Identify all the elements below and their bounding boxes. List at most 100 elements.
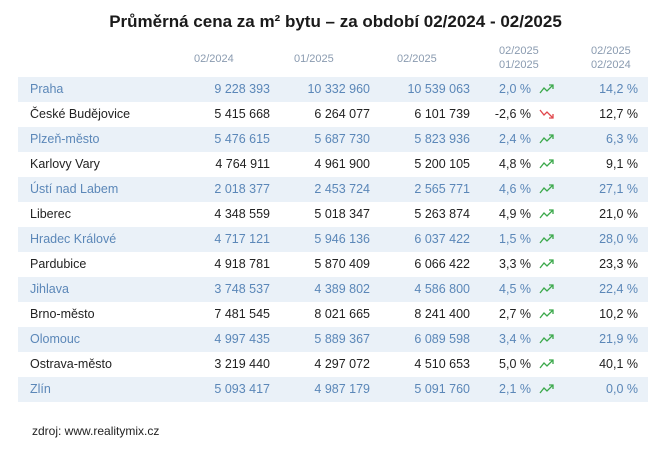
header-01-2025: 01/2025 [294,53,334,65]
table-row: České Budějovice 5 415 668 6 264 077 6 101 … [18,102,648,127]
city-name: Karlovy Vary [30,157,100,171]
price-02-2025: 6 037 422 [414,232,470,246]
header-02-2024: 02/2024 [194,53,234,65]
table-row: Liberec 4 348 559 5 018 347 5 263 874 4,9 % 2… [18,202,648,227]
yearly-change: 23,3 % [599,257,638,271]
trend-up-icon [539,209,554,219]
table-row: Praha 9 228 393 10 332 960 10 539 063 2,0 % 1… [18,77,648,102]
table-row: Karlovy Vary 4 764 911 4 961 900 5 200 105 4… [18,152,648,177]
price-01-2025: 2 453 724 [314,182,370,196]
trend-up-icon [539,359,554,369]
price-02-2025: 8 241 400 [414,307,470,321]
table-row: Zlín 5 093 417 4 987 179 5 091 760 2,1 % 0,0 … [18,377,648,402]
city-name: Brno-město [30,307,95,321]
monthly-change: 5,0 % [499,357,531,371]
city-name: Jihlava [30,282,69,296]
price-01-2025: 8 021 665 [314,307,370,321]
price-01-2025: 5 946 136 [314,232,370,246]
price-02-2024: 2 018 377 [214,182,270,196]
trend-up-icon [539,309,554,319]
trend-up-icon [539,234,554,244]
page-title: Průměrná cena za m² bytu – za období 02/… [109,12,562,31]
monthly-change: 2,4 % [499,132,531,146]
header-yearly-change: 02/2025 02/2024 [591,44,631,72]
yearly-change: 40,1 % [599,357,638,371]
price-02-2024: 4 918 781 [214,257,270,271]
price-01-2025: 5 687 730 [314,132,370,146]
yearly-change: 28,0 % [599,232,638,246]
price-01-2025: 4 987 179 [314,382,370,396]
price-02-2025: 5 200 105 [414,157,470,171]
price-02-2024: 5 415 668 [214,107,270,121]
monthly-change: 1,5 % [499,232,531,246]
trend-up-icon [539,184,554,194]
price-01-2025: 4 389 802 [314,282,370,296]
price-02-2024: 7 481 545 [214,307,270,321]
table-row: Hradec Králové 4 717 121 5 946 136 6 037 42… [18,227,648,252]
price-02-2025: 4 586 800 [414,282,470,296]
price-02-2024: 9 228 393 [214,82,270,96]
price-table: Praha 9 228 393 10 332 960 10 539 063 2,0 % 1… [18,77,648,402]
price-01-2025: 5 870 409 [314,257,370,271]
yearly-change: 14,2 % [599,82,638,96]
trend-up-icon [539,159,554,169]
trend-up-icon [539,284,554,294]
price-02-2024: 5 093 417 [214,382,270,396]
monthly-change: 4,9 % [499,207,531,221]
price-01-2025: 5 018 347 [314,207,370,221]
trend-up-icon [539,334,554,344]
yearly-change: 21,9 % [599,332,638,346]
table-row: Jihlava 3 748 537 4 389 802 4 586 800 4,5 % 2… [18,277,648,302]
price-01-2025: 4 961 900 [314,157,370,171]
price-02-2025: 5 823 936 [414,132,470,146]
city-name: Ostrava-město [30,357,112,371]
header-monthly-change: 02/2025 01/2025 [499,44,539,72]
price-02-2024: 4 997 435 [214,332,270,346]
yearly-change: 10,2 % [599,307,638,321]
trend-up-icon [539,384,554,394]
monthly-change: 4,6 % [499,182,531,196]
city-name: Hradec Králové [30,232,117,246]
city-name: Pardubice [30,257,87,271]
header-monthly-bottom: 01/2025 [499,59,539,71]
price-02-2025: 6 066 422 [414,257,470,271]
header-yearly-bottom: 02/2024 [591,59,631,71]
city-name: České Budějovice [30,107,131,121]
table-row: Ústí nad Labem 2 018 377 2 453 724 2 565 77… [18,177,648,202]
header-02-2025: 02/2025 [397,53,437,65]
price-02-2024: 3 748 537 [214,282,270,296]
price-02-2024: 4 764 911 [215,157,270,171]
yearly-change: 22,4 % [599,282,638,296]
price-01-2025: 6 264 077 [314,107,370,121]
monthly-change: 2,0 % [499,82,531,96]
table-header: 02/2024 01/2025 02/2025 02/2025 01/2025 … [18,42,648,76]
city-name: Plzeň-město [30,132,100,146]
trend-up-icon [539,259,554,269]
price-02-2024: 4 348 559 [214,207,270,221]
table-row: Olomouc 4 997 435 5 889 367 6 089 598 3,4 % 2… [18,327,648,352]
price-02-2025: 6 101 739 [414,107,470,121]
price-02-2025: 5 091 760 [414,382,470,396]
table-row: Plzeň-město 5 476 615 5 687 730 5 823 936 2,… [18,127,648,152]
table-row: Pardubice 4 918 781 5 870 409 6 066 422 3,3 … [18,252,648,277]
yearly-change: 12,7 % [599,107,638,121]
city-name: Liberec [30,207,71,221]
price-02-2025: 4 510 653 [414,357,470,371]
price-02-2024: 4 717 121 [214,232,270,246]
monthly-change: 4,5 % [499,282,531,296]
price-02-2025: 10 539 063 [407,82,470,96]
table-row: Ostrava-město 3 219 440 4 297 072 4 510 653… [18,352,648,377]
monthly-change: 3,3 % [499,257,531,271]
price-01-2025: 10 332 960 [307,82,370,96]
price-02-2024: 5 476 615 [214,132,270,146]
monthly-change: 2,1 % [499,382,531,396]
city-name: Ústí nad Labem [30,182,119,196]
city-name: Zlín [30,382,51,396]
monthly-change: 2,7 % [499,307,531,321]
price-02-2025: 6 089 598 [414,332,470,346]
city-name: Olomouc [30,332,81,346]
trend-down-icon [539,109,554,119]
table-row: Brno-město 7 481 545 8 021 665 8 241 400 2,7… [18,302,648,327]
price-01-2025: 5 889 367 [314,332,370,346]
yearly-change: 27,1 % [599,182,638,196]
